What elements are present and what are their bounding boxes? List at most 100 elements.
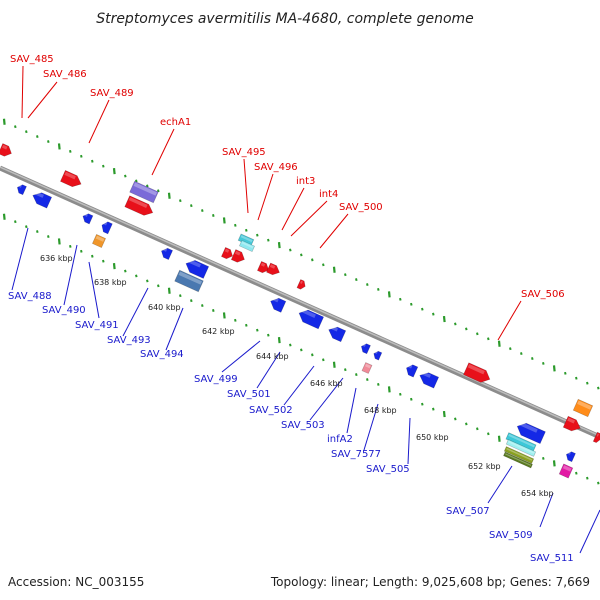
tick-mark — [289, 248, 292, 252]
gene-box-shine — [133, 182, 157, 196]
leader-line — [487, 465, 513, 504]
gene-label-reverse[interactable]: SAV_7577 — [331, 449, 381, 460]
tick-mark — [432, 407, 435, 411]
gene-feature — [185, 258, 210, 279]
tick-mark — [421, 402, 424, 406]
tick-mark — [112, 168, 116, 175]
scale-label: 636 kbp — [40, 254, 73, 263]
tick-mark — [277, 241, 281, 249]
tick-mark — [487, 432, 490, 436]
genome-summary: Topology: linear; Length: 9,025,608 bp; … — [270, 575, 590, 589]
backbone-highlight — [0, 166, 600, 437]
tick-mark — [157, 284, 160, 288]
gene-label-forward[interactable]: SAV_500 — [339, 202, 383, 213]
gene-arrow-shape — [32, 192, 53, 209]
tick-mark — [465, 327, 468, 331]
gene-label-reverse[interactable]: SAV_503 — [281, 420, 325, 431]
tick-mark — [80, 249, 83, 253]
leader-line — [257, 173, 274, 221]
tick-mark — [377, 288, 380, 291]
tick-mark — [552, 460, 556, 467]
tick-mark — [267, 238, 270, 242]
gene-label-reverse[interactable]: SAV_511 — [530, 553, 574, 564]
tick-mark — [91, 159, 94, 163]
gene-label-reverse[interactable]: SAV_494 — [140, 349, 184, 360]
gene-arrow-shape — [360, 343, 371, 355]
leader-line — [407, 417, 411, 465]
gene-label-reverse[interactable]: SAV_507 — [446, 506, 490, 517]
gene-feature — [60, 170, 82, 188]
gene-label-reverse[interactable]: SAV_501 — [227, 389, 271, 400]
gene-label-reverse[interactable]: SAV_502 — [249, 405, 293, 416]
gene-label-forward[interactable]: SAV_496 — [254, 162, 298, 173]
tick-mark — [410, 302, 413, 306]
tick-mark — [80, 154, 83, 158]
gene-arrow-shape — [230, 249, 245, 263]
gene-arrow-shape — [82, 213, 94, 225]
tick-mark — [167, 287, 171, 294]
gene-arrow-shape — [463, 362, 491, 383]
gene-feature — [270, 296, 287, 313]
gene-feature — [463, 362, 491, 383]
gene-label-reverse[interactable]: SAV_509 — [489, 530, 533, 541]
gene-label-forward[interactable]: int4 — [319, 189, 338, 200]
tick-mark — [454, 322, 457, 326]
leader-line — [221, 340, 261, 373]
tick-mark — [487, 337, 490, 341]
leader-line — [497, 300, 522, 341]
gene-arrow-shine — [84, 213, 88, 217]
tick-mark — [399, 392, 402, 396]
gene-arrow-shape — [516, 422, 546, 445]
gene-label-reverse[interactable]: SAV_505 — [366, 464, 410, 475]
tick-mark — [542, 457, 545, 460]
scale-label: 648 kbp — [364, 406, 397, 415]
gene-arrow-shine — [103, 221, 108, 226]
gene-arrow-shape — [298, 309, 325, 330]
scale-label: 642 kbp — [202, 327, 235, 336]
tick-mark — [212, 214, 215, 217]
gene-label-forward[interactable]: int3 — [296, 176, 315, 187]
tick-mark — [112, 263, 116, 270]
gene-label-reverse[interactable]: SAV_499 — [194, 374, 238, 385]
gene-box-shine — [562, 465, 572, 472]
gene-arrow-shape — [16, 184, 27, 196]
gene-feature — [406, 364, 419, 378]
tick-mark — [36, 135, 39, 139]
gene-label-reverse[interactable]: SAV_490 — [42, 305, 86, 316]
gene-box-shine — [508, 433, 535, 448]
gene-feature — [124, 195, 154, 216]
leader-line — [283, 365, 315, 406]
gene-arrow-shape — [270, 297, 287, 313]
tick-mark — [586, 476, 589, 480]
tick-mark — [332, 361, 336, 368]
gene-label-forward[interactable]: SAV_485 — [10, 54, 54, 65]
gene-feature — [161, 247, 174, 261]
gene-label-forward[interactable]: SAV_495 — [222, 147, 266, 158]
gene-label-reverse[interactable]: infA2 — [327, 434, 353, 445]
gene-label-reverse[interactable]: SAV_488 — [8, 291, 52, 302]
gene-feature — [220, 246, 233, 260]
gene-box-shine — [508, 440, 535, 454]
gene-feature — [558, 463, 574, 479]
leader-line — [11, 227, 29, 291]
tick-mark — [322, 263, 325, 267]
gene-arrow-shine — [567, 451, 571, 455]
gene-label-reverse[interactable]: SAV_491 — [75, 320, 119, 331]
gene-arrow-shape — [373, 350, 383, 361]
gene-label-forward[interactable]: SAV_486 — [43, 69, 87, 80]
accession-text: Accession: NC_003155 — [8, 575, 144, 589]
scale-label: 652 kbp — [468, 462, 501, 471]
tick-mark — [135, 274, 138, 278]
tick-mark — [91, 254, 94, 258]
gene-feature — [16, 184, 27, 196]
leader-line — [27, 81, 58, 119]
tick-mark — [454, 417, 457, 421]
tick-mark — [355, 278, 358, 282]
gene-label-reverse[interactable]: SAV_493 — [107, 335, 151, 346]
gene-label-forward[interactable]: SAV_489 — [90, 88, 134, 99]
gene-feature — [572, 398, 594, 418]
gene-label-forward[interactable]: SAV_506 — [521, 289, 565, 300]
gene-arrow-shine — [518, 421, 538, 433]
tick-mark — [135, 179, 138, 183]
gene-label-forward[interactable]: echA1 — [160, 117, 191, 128]
